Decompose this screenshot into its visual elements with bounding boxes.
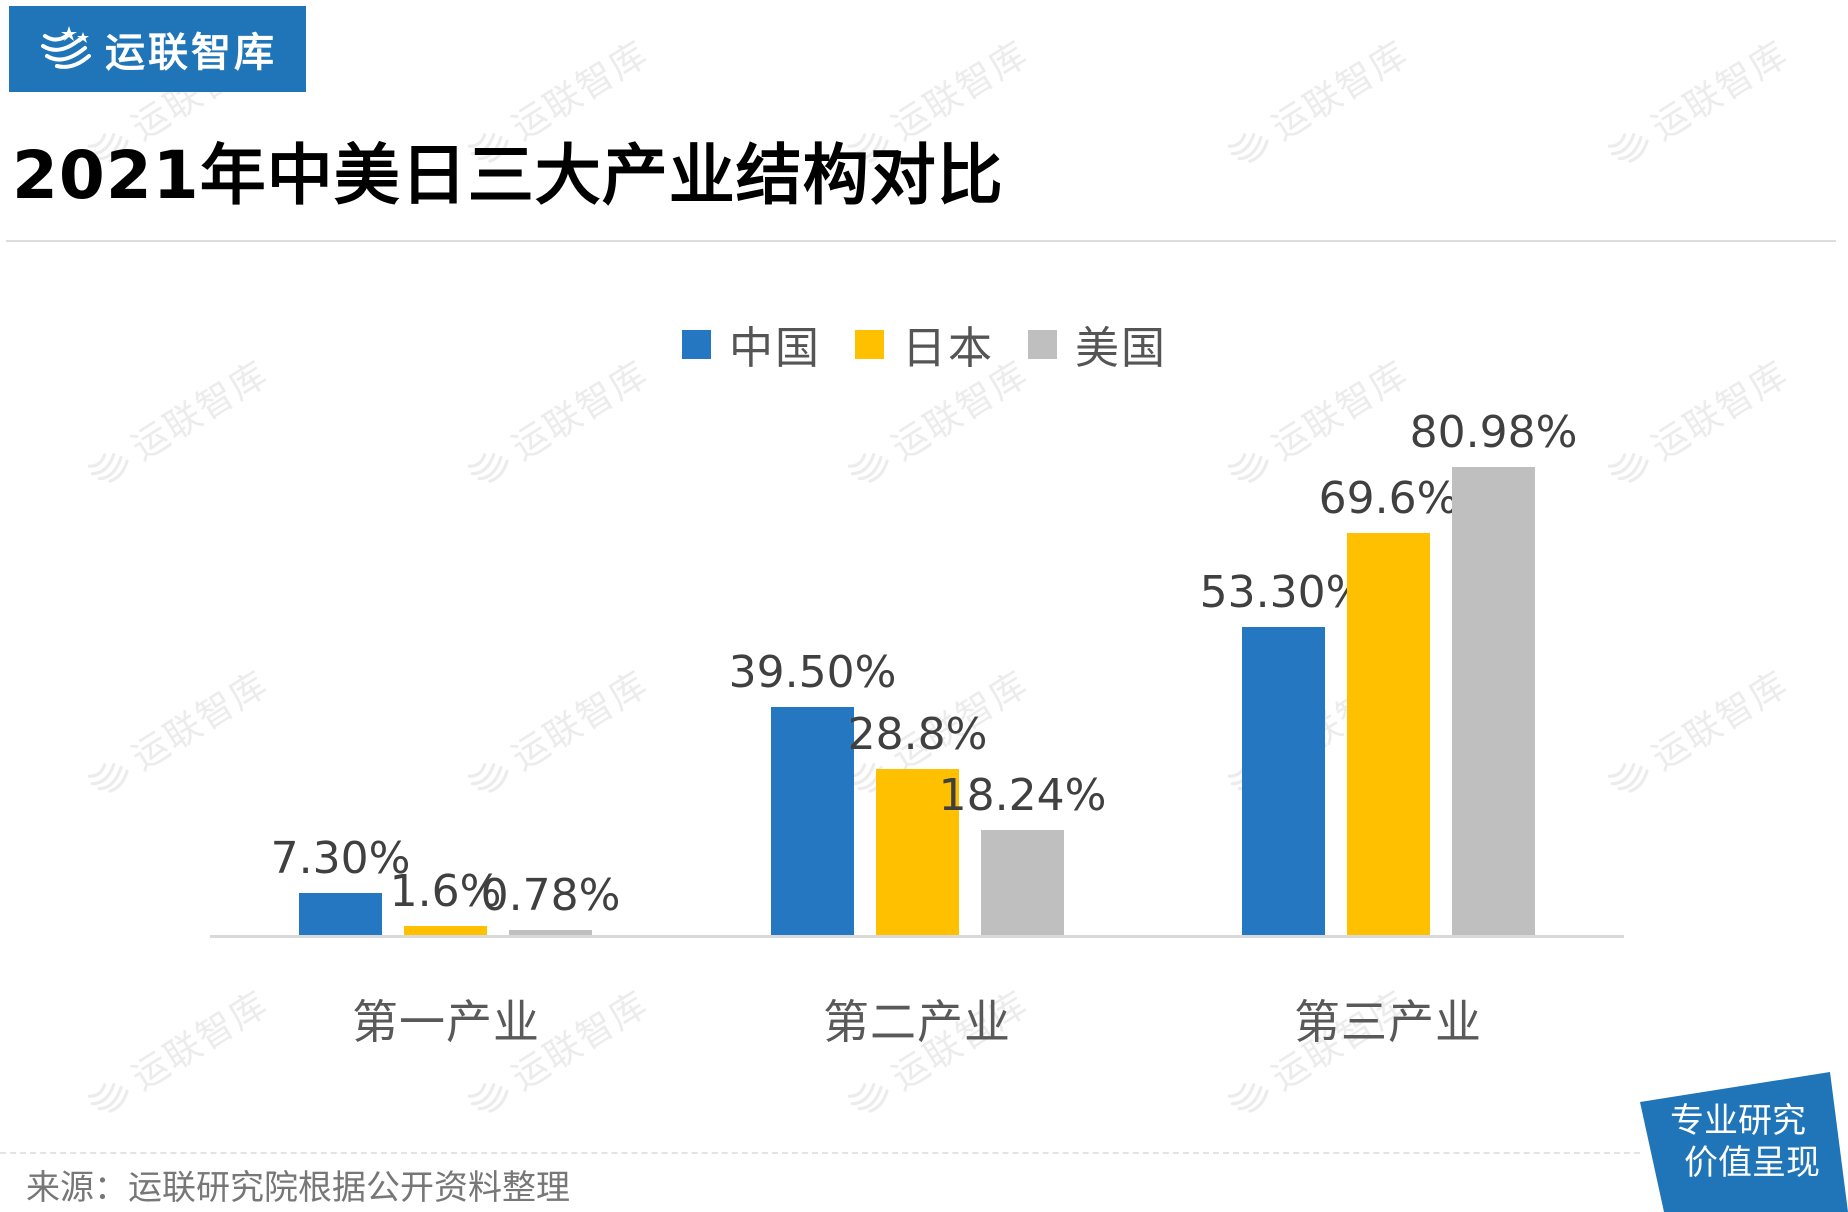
legend-item-china: 中国 bbox=[682, 312, 821, 376]
watermark-logo-icon bbox=[1607, 133, 1649, 163]
bar-usa-3 bbox=[1452, 467, 1535, 935]
page-title: 2021年中美日三大产业结构对比 bbox=[12, 137, 1004, 214]
legend-swatch-japan bbox=[855, 329, 884, 359]
category-label-tertiary: 第三产业 bbox=[1294, 995, 1482, 1049]
badge-line-1: 专业研究 bbox=[1670, 1101, 1806, 1141]
watermark-logo-icon bbox=[87, 763, 129, 793]
category-label-primary: 第一产业 bbox=[352, 995, 540, 1049]
watermark-logo-icon bbox=[1227, 133, 1269, 163]
bar-japan-3 bbox=[1347, 533, 1430, 935]
chart-legend: 中国 日本 美国 bbox=[682, 312, 1201, 376]
legend-label: 中国 bbox=[729, 323, 821, 374]
watermark: 运联智库 bbox=[1216, 26, 1417, 178]
bar-japan-1 bbox=[404, 926, 487, 935]
brand-logo: 运联智库 bbox=[9, 6, 306, 92]
data-label: 39.50% bbox=[728, 647, 897, 698]
slogan-badge: 专业研究 价值呈现 bbox=[1640, 1072, 1848, 1212]
legend-swatch-china bbox=[682, 329, 711, 359]
watermark-logo-icon bbox=[467, 1083, 509, 1113]
legend-item-japan: 日本 bbox=[855, 312, 994, 376]
watermark: 运联智库 bbox=[1596, 346, 1797, 498]
legend-label: 美国 bbox=[1075, 323, 1167, 374]
bar-china-2 bbox=[771, 707, 854, 935]
globe-logo-icon bbox=[39, 22, 95, 76]
data-label: 28.8% bbox=[847, 709, 988, 760]
watermark: 运联智库 bbox=[1596, 26, 1797, 178]
badge-shape-icon bbox=[1640, 1072, 1848, 1212]
data-label: 69.6% bbox=[1318, 473, 1459, 524]
bar-china-1 bbox=[299, 893, 382, 935]
watermark: 运联智库 bbox=[76, 976, 277, 1128]
bar-usa-1 bbox=[509, 930, 592, 935]
watermark: 运联智库 bbox=[1596, 656, 1797, 808]
legend-swatch-usa bbox=[1028, 329, 1057, 359]
x-axis-line bbox=[210, 935, 1624, 938]
data-label: 80.98% bbox=[1409, 407, 1578, 458]
data-label: 7.30% bbox=[270, 833, 411, 884]
logo-text: 运联智库 bbox=[105, 30, 277, 76]
data-label: 0.78% bbox=[480, 870, 621, 921]
bar-japan-2 bbox=[876, 769, 959, 935]
watermark-logo-icon bbox=[1227, 1083, 1269, 1113]
watermark-logo-icon bbox=[87, 453, 129, 483]
data-label: 18.24% bbox=[938, 770, 1107, 821]
legend-label: 日本 bbox=[902, 323, 994, 374]
bar-china-3 bbox=[1242, 627, 1325, 935]
title-divider bbox=[6, 240, 1836, 242]
badge-line-2: 价值呈现 bbox=[1684, 1143, 1820, 1183]
legend-item-usa: 美国 bbox=[1028, 312, 1167, 376]
data-label: 53.30% bbox=[1199, 567, 1368, 618]
bar-chart-plot: 7.30% 1.6% 0.78% 39.50% 28.8% 18.24% 53.30% 69.… bbox=[210, 380, 1624, 938]
data-label: 1.6% bbox=[389, 866, 502, 917]
watermark-logo-icon bbox=[87, 1083, 129, 1113]
source-note: 来源：运联研究院根据公开资料整理 bbox=[26, 1168, 570, 1208]
bar-usa-2 bbox=[981, 830, 1064, 935]
category-label-secondary: 第二产业 bbox=[823, 995, 1011, 1049]
watermark-logo-icon bbox=[847, 1083, 889, 1113]
footer-divider bbox=[0, 1152, 1640, 1154]
